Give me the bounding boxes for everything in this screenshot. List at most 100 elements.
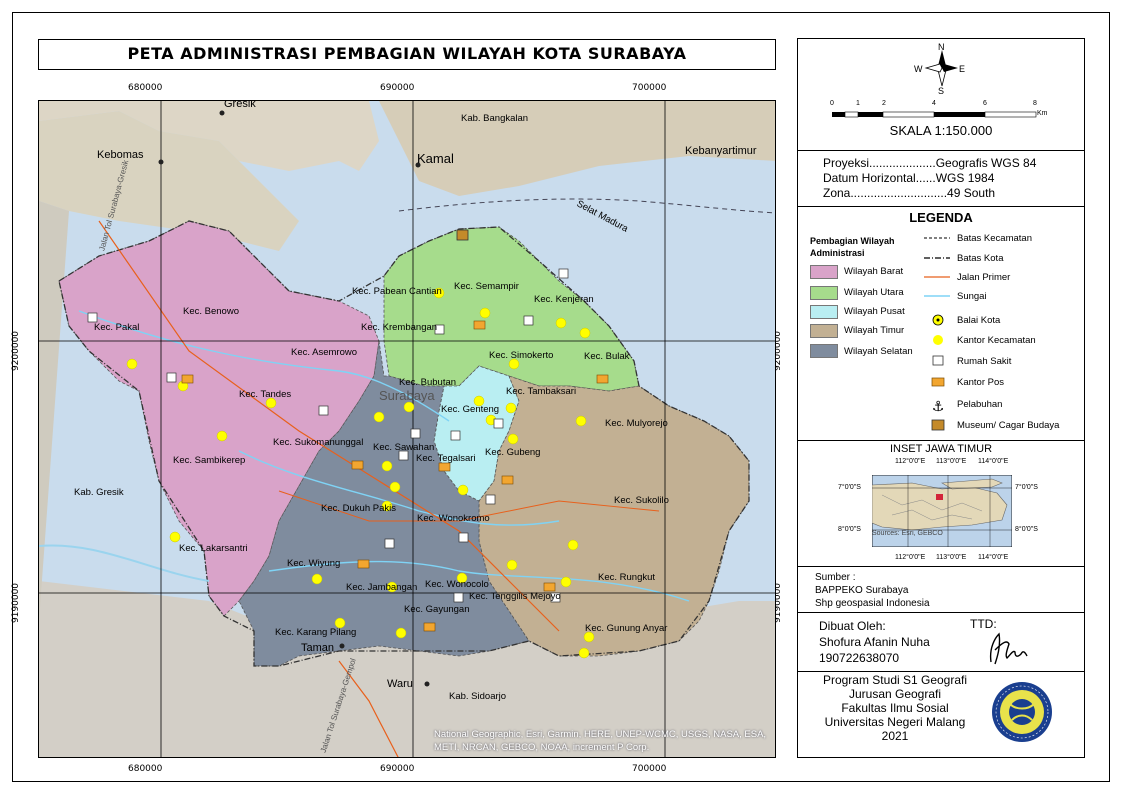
ttd-label: TTD: <box>970 617 997 631</box>
y-tick-left-2: 9190000 <box>11 582 22 624</box>
inset-top-tick-3: 114°0'0"E <box>978 458 1009 465</box>
inset-top-tick-2: 113°0'0"E <box>936 458 967 465</box>
map-canvas[interactable]: Gresik Kebomas Kamal Kebanyartimur Taman… <box>38 100 776 758</box>
map-svg <box>39 101 775 757</box>
source-line1: BAPPEKO Surabaya <box>815 585 909 596</box>
zona-text: Zona.............................49 Sout… <box>823 186 996 200</box>
scale-unit: Km <box>1037 110 1048 117</box>
legend-jalan-primer: Jalan Primer <box>957 272 1011 283</box>
legend-title: LEGENDA <box>909 210 973 225</box>
scale-tick-4: 4 <box>932 100 936 107</box>
inset-top-tick-1: 112°0'0"E <box>895 458 926 465</box>
kec-sukolilo: Kec. Sukolilo <box>614 495 669 506</box>
museum-icon <box>931 419 945 431</box>
institution-year: 2021 <box>881 729 909 743</box>
kec-tambaksari: Kec. Tambaksari <box>506 386 577 397</box>
scale-tick-0: 0 <box>830 100 834 107</box>
kantor-kecamatan-icon <box>933 335 943 345</box>
place-surabaya: Surabaya <box>379 388 435 403</box>
legend-selatan: Wilayah Selatan <box>844 346 913 357</box>
kec-wiyung: Kec. Wiyung <box>287 558 341 569</box>
kec-sukomanunggal: Kec. Sukomanunggal <box>273 437 364 448</box>
kec-semampir: Kec. Semampir <box>454 281 519 292</box>
pelabuhan-icon: ⚓ <box>932 399 945 415</box>
datum-text: Datum Horizontal......WGS 1984 <box>823 171 995 185</box>
kec-pakal: Kec. Pakal <box>94 322 140 333</box>
source-line2: Shp geospasial Indonesia <box>815 598 930 609</box>
kec-tenggilis-mejoyo: Kec. Tenggilis Mejoyo <box>469 591 561 602</box>
map-frame <box>12 12 1110 782</box>
university-logo <box>992 682 1052 742</box>
museum-point <box>456 229 469 241</box>
kec-rungkut: Kec. Rungkut <box>598 572 656 583</box>
swatch-barat <box>810 265 838 279</box>
institution-line3: Fakultas Ilmu Sosial <box>841 701 949 715</box>
basemap-credit: National Geographic, Esri, Garmin, HERE,… <box>434 729 767 753</box>
scale-tick-2: 2 <box>882 100 886 107</box>
institution-line1: Program Studi S1 Geografi <box>822 673 968 687</box>
kec-dukuh-pakis: Kec. Dukuh Pakis <box>321 503 396 514</box>
kantor-pos-points <box>181 320 609 632</box>
jalan-primer-1 <box>98 220 560 632</box>
kec-pabean-cantian: Kec. Pabean Cantian <box>352 286 442 297</box>
kec-genteng: Kec. Genteng <box>441 404 500 415</box>
kec-jambangan: Kec. Jambangan <box>346 582 418 593</box>
map-title: PETA ADMINISTRASI PEMBAGIAN WILAYAH KOTA… <box>38 39 776 70</box>
kec-bulak: Kec. Bulak <box>584 351 630 362</box>
place-kebomas: Kebomas <box>97 149 144 161</box>
region-bangkalan: Kab. Bangkalan <box>461 113 529 124</box>
legend-line-symbols <box>924 237 950 297</box>
region-sidoarjo: Kab. Sidoarjo <box>449 691 507 702</box>
divider-1 <box>797 150 1085 151</box>
kec-asemrowo: Kec. Asemrowo <box>291 347 357 358</box>
x-tick-bottom-1: 680000 <box>128 764 163 774</box>
swatch-selatan <box>810 344 838 358</box>
jalan-primer-2 <box>338 660 399 757</box>
rumah-sakit-points <box>87 268 569 603</box>
x-tick-bottom-3: 700000 <box>632 764 667 774</box>
north-arrow-icon <box>924 50 958 87</box>
compass-e: E <box>959 64 966 74</box>
inset-bottom-tick-2: 113°0'0"E <box>936 554 967 561</box>
kec-tegalsari: Kec. Tegalsari <box>416 453 476 464</box>
inset-left-tick-1: 7°0'0"S <box>838 484 861 491</box>
kantor-pos-icon <box>931 377 945 387</box>
river-1 <box>78 310 450 422</box>
side-panel <box>797 38 1085 758</box>
scale-label: SKALA 1:150.000 <box>889 123 993 138</box>
place-gresik: Gresik <box>224 100 256 110</box>
divider-4 <box>797 566 1085 567</box>
city-dots <box>158 110 430 687</box>
institution-line4: Universitas Negeri Malang <box>824 715 966 729</box>
legend-pusat: Wilayah Pusat <box>844 306 905 317</box>
river-3 <box>268 560 690 602</box>
legend-batas-kecamatan: Batas Kecamatan <box>957 233 1032 244</box>
shipping-line <box>398 198 775 214</box>
inset-credit: Sources: Esri, GEBCO <box>872 530 943 537</box>
inset-map[interactable] <box>872 475 1012 547</box>
legend-balai-kota: Balai Kota <box>957 315 1001 326</box>
kec-karang-pilang: Kec. Karang Pilang <box>275 627 357 638</box>
kec-gubeng: Kec. Gubeng <box>485 447 541 458</box>
legend-utara: Wilayah Utara <box>844 287 904 298</box>
place-waru: Waru <box>387 678 413 690</box>
x-tick-bottom-2: 690000 <box>380 764 415 774</box>
y-tick-left-1: 9200000 <box>11 330 22 372</box>
legend-point-symbols: ⚓ <box>931 314 945 431</box>
legend-kantor-pos: Kantor Pos <box>957 377 1004 388</box>
x-tick-top-3: 700000 <box>632 83 667 93</box>
x-tick-top-1: 680000 <box>128 83 163 93</box>
kec-sawahan: Kec. Sawahan <box>373 442 435 453</box>
kec-sambikerep: Kec. Sambikerep <box>173 455 246 466</box>
kec-gunung-anyar: Kec. Gunung Anyar <box>585 623 668 634</box>
kec-bubutan: Kec. Bubutan <box>399 377 457 388</box>
legend-area-heading: Pembagian Wilayah Administrasi <box>810 236 895 258</box>
legend-sungai: Sungai <box>957 291 987 302</box>
kec-simokerto: Kec. Simokerto <box>489 350 554 361</box>
kec-mulyorejo: Kec. Mulyorejo <box>605 418 668 429</box>
kec-gayungan: Kec. Gayungan <box>404 604 470 615</box>
proyeksi-text: Proyeksi....................Geografis WG… <box>823 156 1037 170</box>
kantor-kecamatan-points <box>126 287 595 659</box>
kec-kenjeran: Kec. Kenjeran <box>534 294 594 305</box>
legend-timur: Wilayah Timur <box>844 325 905 336</box>
